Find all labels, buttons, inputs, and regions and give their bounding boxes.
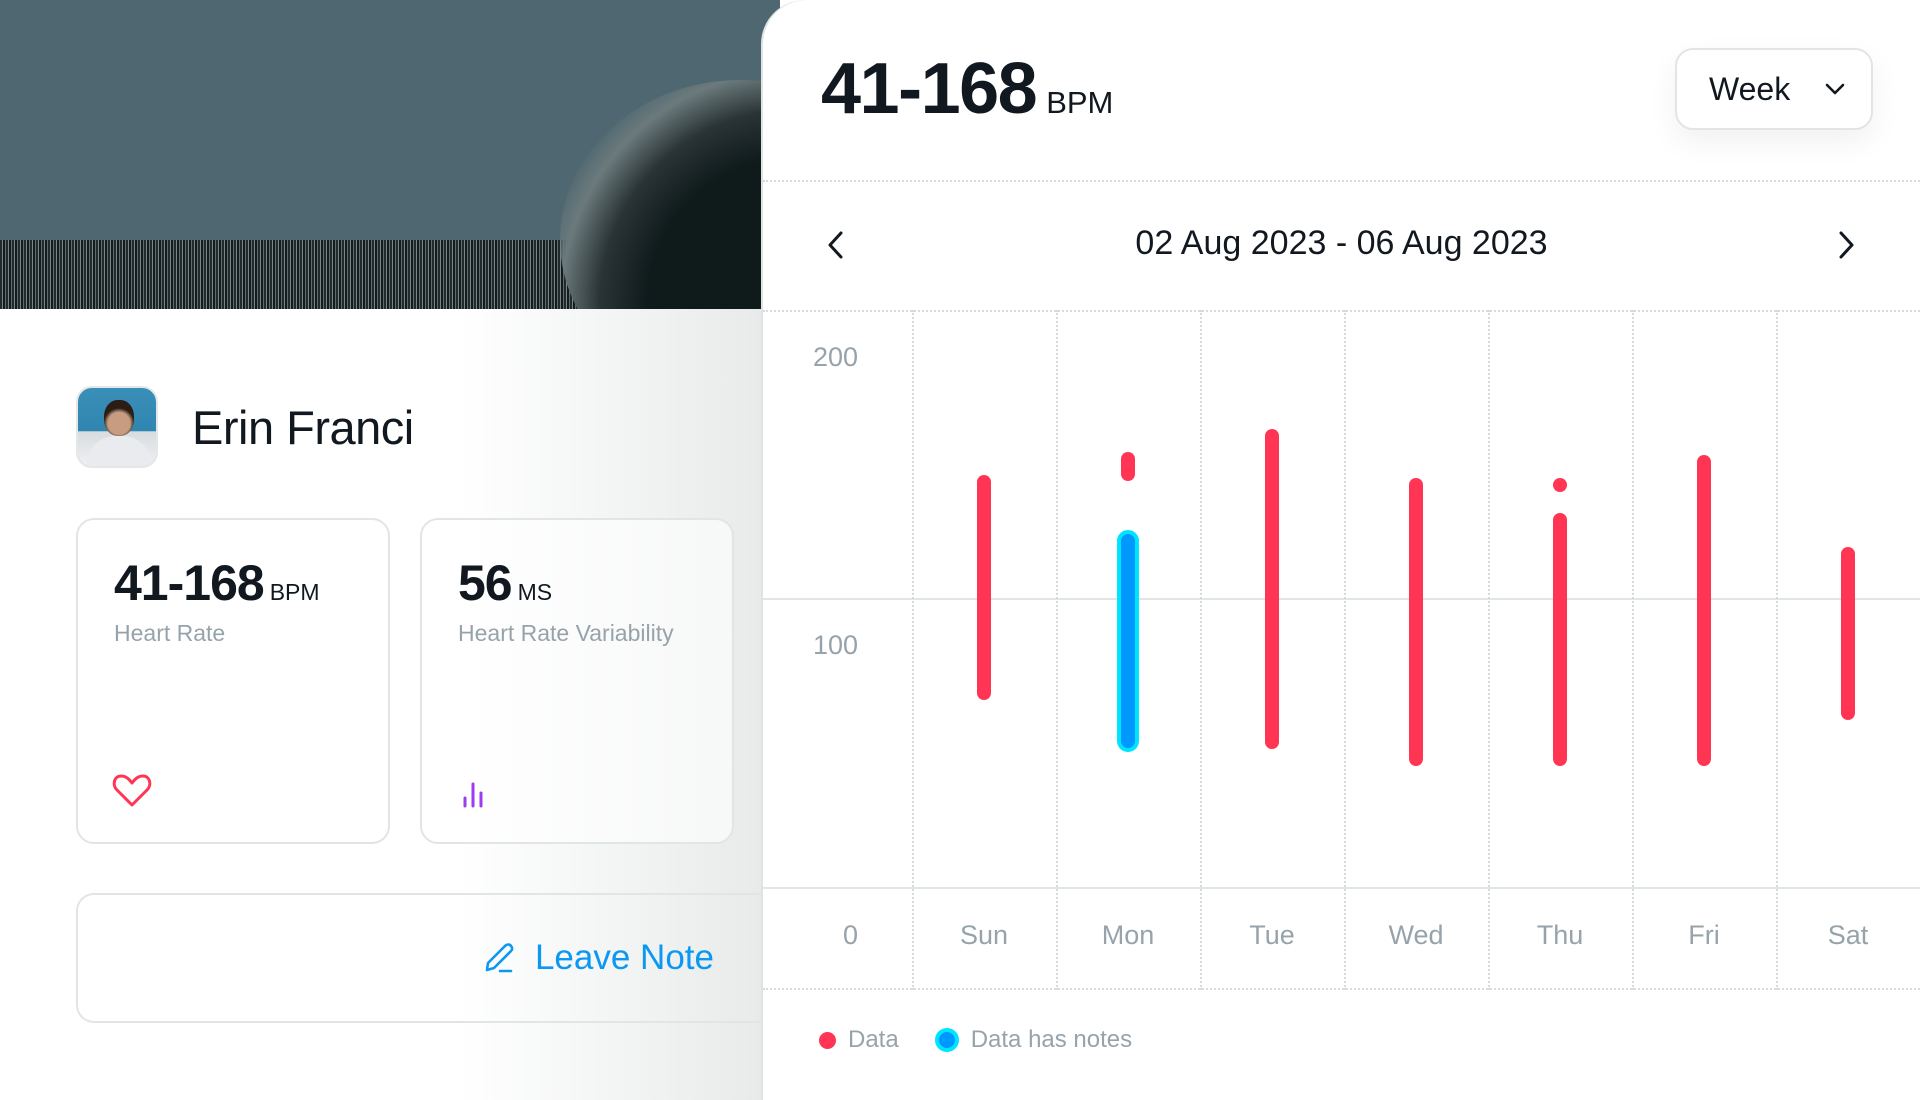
stat-number: 56 [458,555,513,611]
stat-unit: BPM [269,579,320,605]
avatar[interactable] [76,386,158,468]
range-summary: 41-168 BPM [821,48,1113,130]
heart-icon [112,774,152,807]
gridline-vertical [1344,310,1346,990]
gridline-vertical [1200,310,1202,990]
x-tick-sun: Sun [959,920,1009,950]
notes-bar-mon[interactable] [1117,529,1139,752]
patient-name: Erin Franci [192,400,414,454]
chart-bottom-border [763,988,1920,990]
notes-dot-icon [934,1028,959,1052]
header-background-image [0,0,780,309]
date-navigator: 02 Aug 2023 - 06 Aug 2023 [763,200,1920,290]
chart-top-border [763,310,1920,312]
chevron-right-icon[interactable] [1829,228,1863,262]
leave-note-label: Leave Note [534,938,714,977]
chart-legend: Data Data has notes [819,1026,1168,1054]
x-tick-thu: Thu [1536,920,1584,950]
period-dropdown[interactable]: Week [1675,48,1873,130]
gridline-vertical [1056,310,1058,990]
data-bar-thu[interactable] [1553,478,1567,493]
bar-chart-icon [463,782,483,808]
heart-rate-chart: 200 100 0 Sun Mon Tue Wed Thu Fri Sat [763,310,1920,990]
period-selected: Week [1709,70,1791,107]
data-bar-fri[interactable] [1697,455,1711,767]
data-bar-sun[interactable] [977,475,991,700]
data-dot-icon [819,1031,836,1049]
y-tick-100: 100 [812,630,858,660]
x-tick-wed: Wed [1388,920,1444,950]
x-tick-mon: Mon [1101,920,1155,950]
background-shape [560,80,780,309]
heart-rate-card[interactable]: 41-168 BPM Heart Rate [76,518,390,844]
x-tick-tue: Tue [1249,920,1295,950]
divider [763,180,1920,182]
stat-label: Heart Rate Variability [458,620,674,646]
gridline-100 [763,598,1920,600]
avatar-hoodie [86,436,152,466]
baseline [763,887,1920,889]
x-tick-fri: Fri [1688,920,1720,950]
hrv-card[interactable]: 56 MS Heart Rate Variability [420,518,734,844]
stat-label: Heart Rate [114,620,226,646]
range-value: 41-168 [821,49,1038,129]
gridline-vertical [1776,310,1778,990]
data-bar-sat[interactable] [1841,547,1855,720]
legend-label: Data [848,1026,899,1053]
x-tick-sat: Sat [1827,920,1869,950]
gridline-vertical [1488,310,1490,990]
stat-value: 56 MS [458,554,552,612]
date-range: 02 Aug 2023 - 06 Aug 2023 [1135,224,1548,262]
chevron-down-icon [1825,83,1845,95]
legend-item-data: Data [819,1026,899,1054]
data-bar-mon[interactable] [1121,452,1135,481]
legend-item-notes: Data has notes [934,1026,1133,1054]
data-bar-wed[interactable] [1409,478,1423,767]
legend-label: Data has notes [970,1026,1133,1053]
y-tick-0: 0 [842,920,858,950]
gridline-vertical [1632,310,1634,990]
data-bar-tue[interactable] [1265,429,1279,749]
patient-profile: Erin Franci [76,386,414,468]
pencil-icon [485,943,514,973]
stat-number: 41-168 [114,555,265,611]
chevron-left-icon[interactable] [819,228,853,262]
data-bar-thu[interactable] [1553,512,1567,767]
stat-value: 41-168 BPM [114,554,320,612]
leave-note-button[interactable]: Leave Note [76,893,796,1023]
heart-rate-detail-panel: 41-168 BPM Week 02 Aug 2023 - 06 Aug 2023… [763,0,1920,1100]
range-unit: BPM [1046,85,1114,120]
avatar-head [104,400,134,436]
y-tick-200: 200 [812,342,858,372]
gridline-vertical [912,310,914,990]
stat-unit: MS [517,579,553,605]
